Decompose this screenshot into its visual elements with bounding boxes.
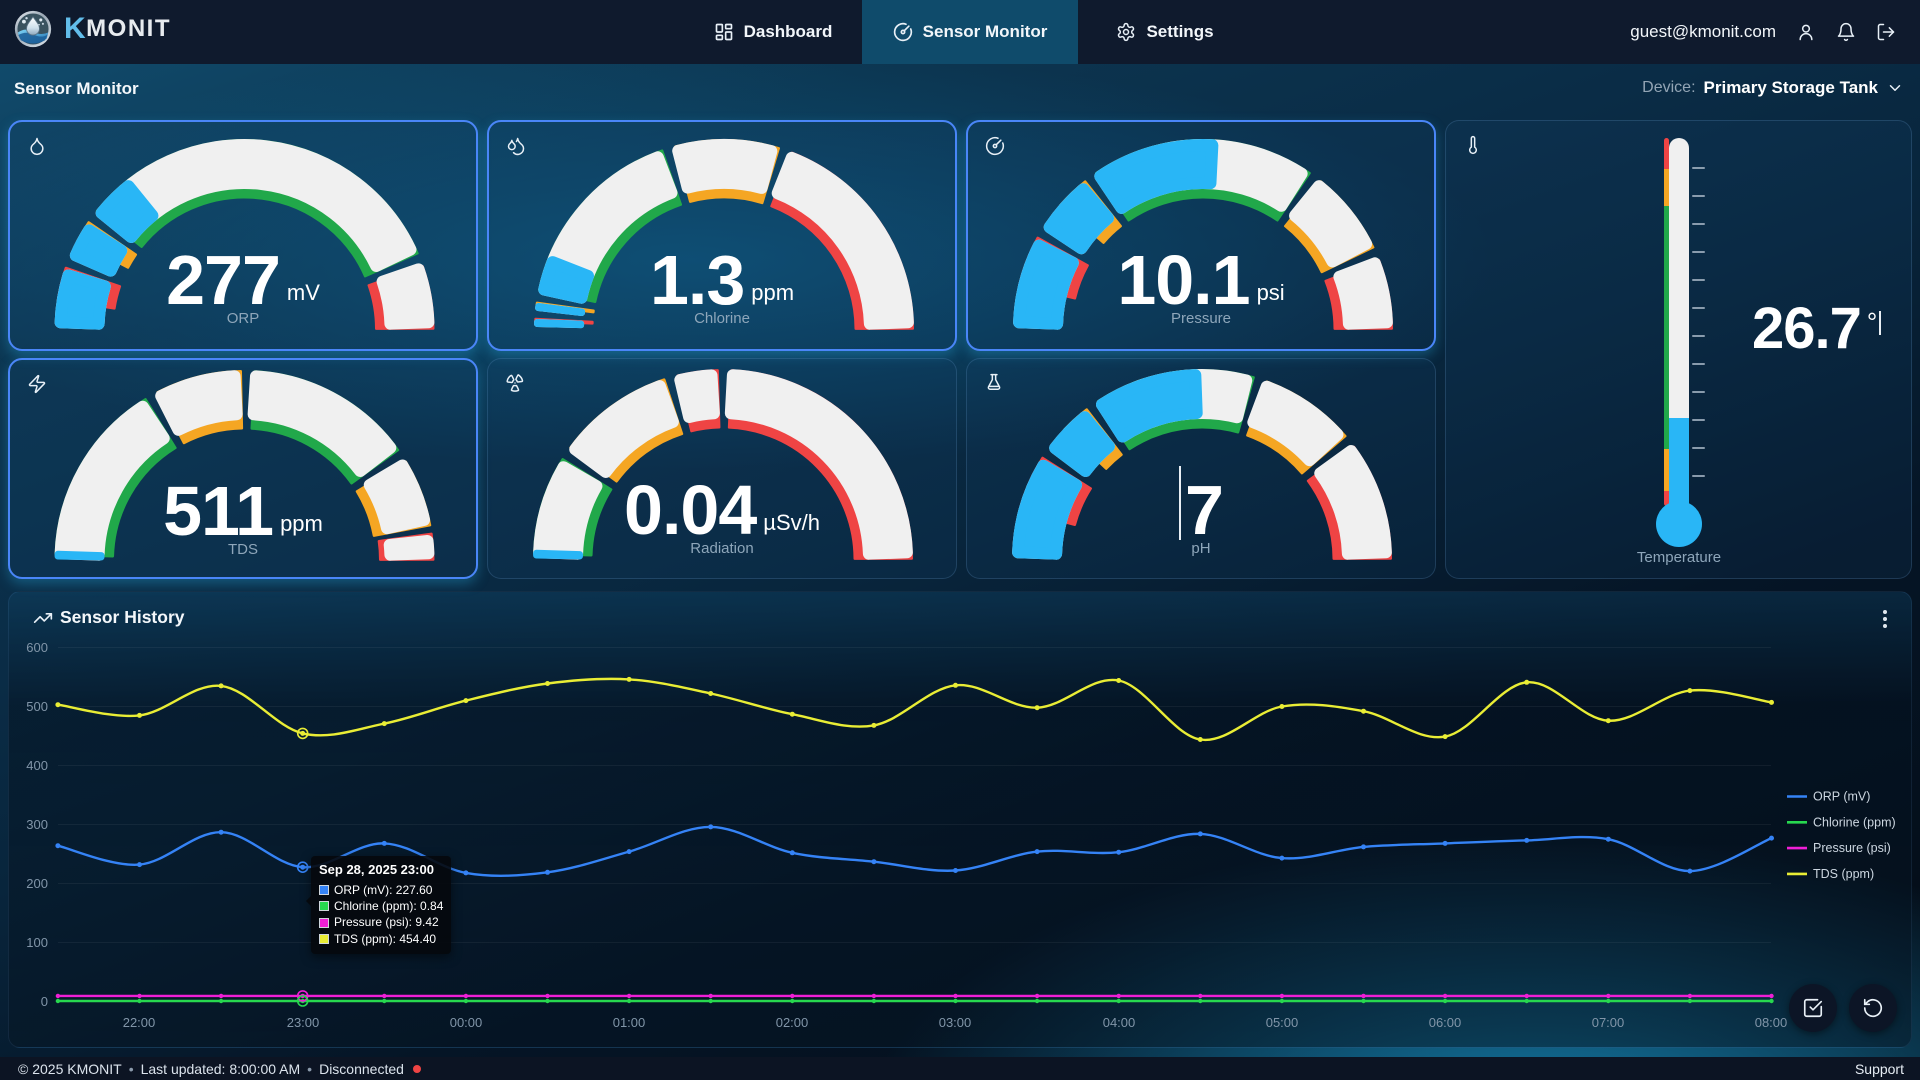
svg-text:05:00: 05:00 bbox=[1266, 1015, 1299, 1030]
svg-text:23:00: 23:00 bbox=[287, 1015, 320, 1030]
svg-text:ORP (mV): ORP (mV) bbox=[1813, 790, 1870, 804]
svg-text:300: 300 bbox=[26, 817, 48, 832]
svg-text:600: 600 bbox=[26, 640, 48, 655]
svg-text:22:00: 22:00 bbox=[123, 1015, 156, 1030]
svg-text:500: 500 bbox=[26, 699, 48, 714]
svg-text:200: 200 bbox=[26, 876, 48, 891]
svg-text:08:00: 08:00 bbox=[1755, 1015, 1788, 1030]
svg-text:04:00: 04:00 bbox=[1103, 1015, 1136, 1030]
svg-text:100: 100 bbox=[26, 935, 48, 950]
svg-text:Pressure (psi): Pressure (psi) bbox=[1813, 841, 1891, 855]
svg-text:02:00: 02:00 bbox=[776, 1015, 809, 1030]
svg-text:00:00: 00:00 bbox=[450, 1015, 483, 1030]
svg-text:TDS (ppm): TDS (ppm) bbox=[1813, 867, 1874, 881]
svg-text:07:00: 07:00 bbox=[1592, 1015, 1625, 1030]
svg-text:0: 0 bbox=[41, 994, 48, 1009]
svg-text:Chlorine (ppm): Chlorine (ppm) bbox=[1813, 815, 1896, 829]
svg-text:01:00: 01:00 bbox=[613, 1015, 646, 1030]
svg-text:03:00: 03:00 bbox=[939, 1015, 972, 1030]
svg-text:06:00: 06:00 bbox=[1429, 1015, 1462, 1030]
svg-text:400: 400 bbox=[26, 758, 48, 773]
